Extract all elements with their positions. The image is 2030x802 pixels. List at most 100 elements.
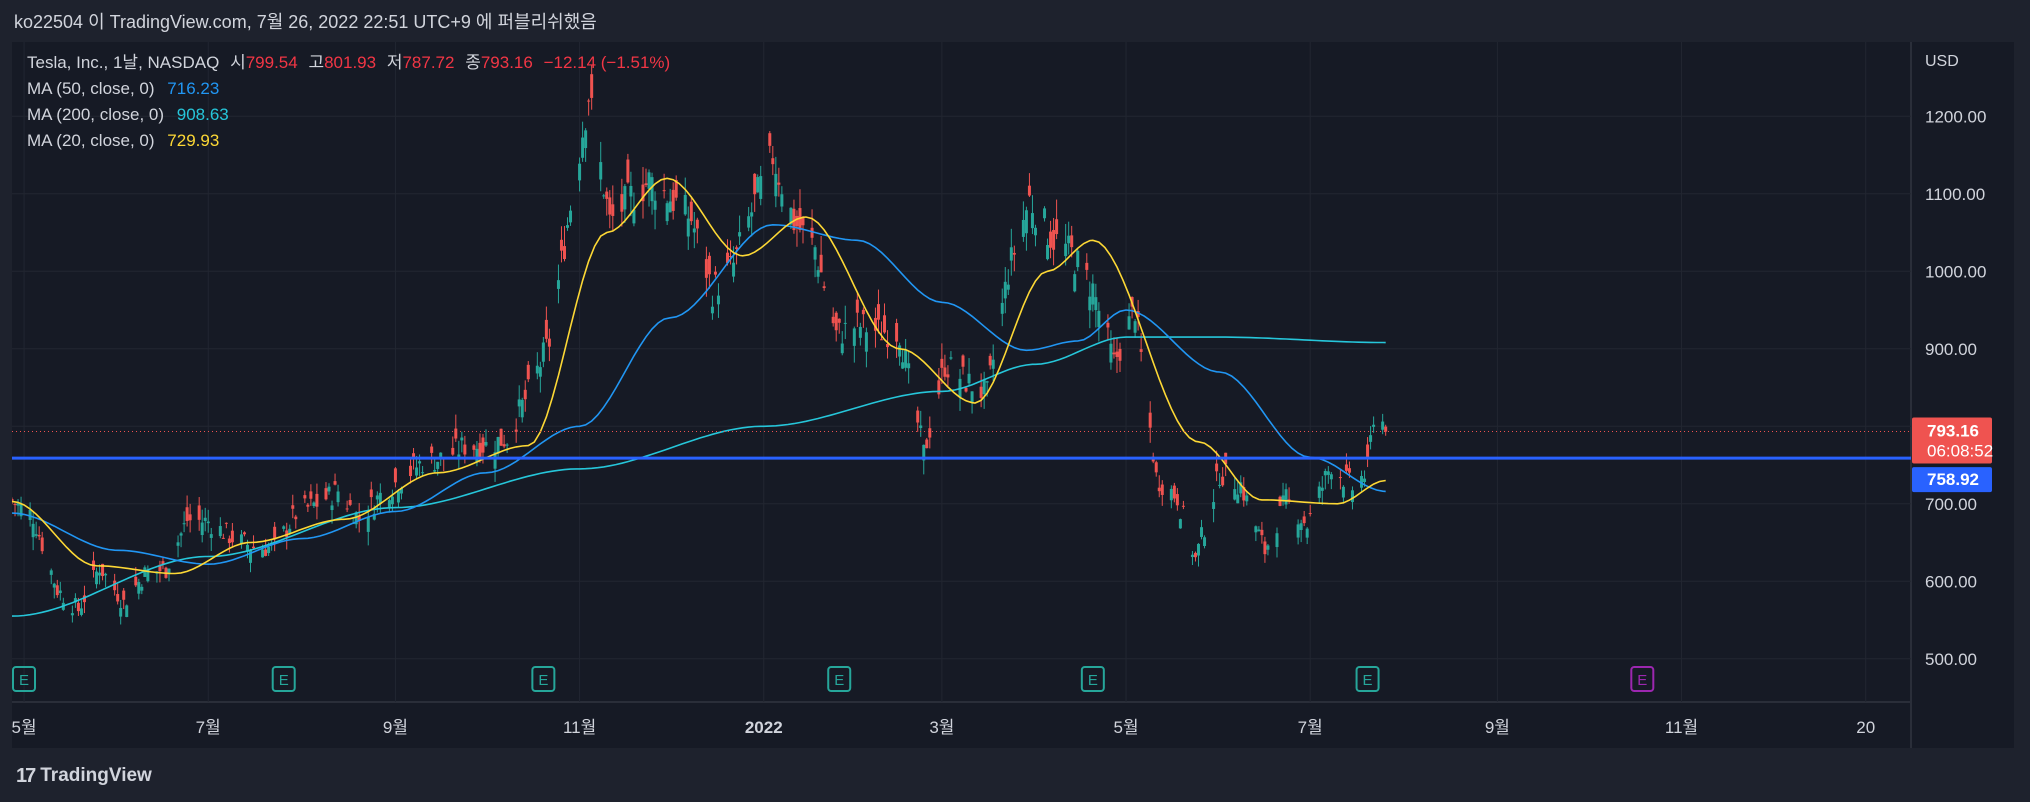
candle-body[interactable] [608, 197, 612, 215]
candle-body[interactable] [55, 585, 59, 596]
candle-body[interactable] [1360, 475, 1364, 488]
candle-body[interactable] [1094, 297, 1098, 311]
candle-body[interactable] [1344, 464, 1348, 471]
candle-body[interactable] [858, 326, 862, 338]
price-chart[interactable]: USD1200.001100.001000.00900.00800.00700.… [12, 42, 2014, 748]
candle-body[interactable] [569, 210, 573, 223]
candle-body[interactable] [1275, 533, 1279, 548]
candle-body[interactable] [1055, 219, 1059, 235]
candle-body[interactable] [16, 502, 20, 506]
candle-body[interactable] [451, 447, 455, 455]
candle-body[interactable] [200, 522, 204, 536]
candle-body[interactable] [1006, 284, 1010, 290]
candle-body[interactable] [650, 177, 654, 202]
candle-body[interactable] [732, 262, 736, 277]
candle-body[interactable] [1254, 526, 1258, 533]
candle-body[interactable] [1052, 229, 1056, 250]
candle-body[interactable] [58, 590, 62, 594]
candle-body[interactable] [324, 488, 328, 500]
candle-body[interactable] [101, 563, 105, 577]
candle-body[interactable] [140, 586, 144, 591]
candle-body[interactable] [387, 500, 391, 509]
candle-body[interactable] [970, 391, 974, 403]
candle-body[interactable] [19, 503, 23, 517]
candle-body[interactable] [538, 367, 542, 377]
candle-body[interactable] [1305, 528, 1309, 538]
candle-body[interactable] [653, 200, 657, 210]
candle-body[interactable] [1027, 185, 1031, 196]
candle-body[interactable] [840, 343, 844, 354]
candle-body[interactable] [674, 180, 678, 198]
candle-body[interactable] [1212, 502, 1216, 509]
candle-body[interactable] [523, 389, 527, 400]
candle-body[interactable] [873, 317, 877, 331]
candle-body[interactable] [496, 437, 500, 454]
candle-body[interactable] [602, 195, 606, 197]
candle-body[interactable] [375, 495, 379, 500]
candle-body[interactable] [904, 350, 908, 368]
candle-body[interactable] [98, 572, 102, 576]
candle-body[interactable] [683, 194, 687, 215]
candle-body[interactable] [855, 299, 859, 313]
earnings-marker-icon[interactable] [12, 666, 36, 692]
candle-body[interactable] [49, 570, 53, 575]
candle-body[interactable] [273, 526, 277, 540]
candle-body[interactable] [252, 546, 256, 549]
candle-body[interactable] [336, 491, 340, 503]
candle-body[interactable] [1323, 470, 1327, 476]
candle-body[interactable] [457, 454, 461, 459]
candle-body[interactable] [943, 367, 947, 377]
candle-body[interactable] [28, 509, 32, 521]
legend-ma20-row[interactable]: MA (20, close, 0) 729.93 [27, 128, 670, 154]
candle-body[interactable] [1076, 250, 1080, 268]
candle-body[interactable] [239, 534, 243, 544]
candle-body[interactable] [1287, 499, 1291, 501]
candle-body[interactable] [1000, 302, 1004, 314]
candle-body[interactable] [1067, 235, 1071, 244]
candle-body[interactable] [756, 177, 760, 193]
earnings-marker-icon[interactable] [827, 666, 852, 692]
candle-body[interactable] [454, 428, 458, 439]
candle-body[interactable] [1363, 478, 1367, 483]
candle-body[interactable] [937, 380, 941, 395]
candle-body[interactable] [502, 444, 506, 447]
candle-body[interactable] [876, 304, 880, 320]
candle-body[interactable] [249, 549, 253, 563]
candle-body[interactable] [925, 439, 929, 449]
candle-body[interactable] [831, 316, 835, 324]
candle-body[interactable] [354, 512, 358, 525]
candle-body[interactable] [1369, 435, 1373, 442]
candle-body[interactable] [1157, 487, 1161, 492]
candle-body[interactable] [76, 602, 80, 612]
candle-body[interactable] [985, 381, 989, 383]
candle-body[interactable] [861, 309, 865, 315]
candle-body[interactable] [623, 186, 627, 210]
candle-body[interactable] [1317, 486, 1321, 498]
candle-body[interactable] [1284, 489, 1288, 505]
candle-body[interactable] [12, 499, 14, 501]
candle-body[interactable] [493, 452, 497, 469]
candle-body[interactable] [834, 312, 838, 331]
earnings-marker-icon[interactable] [271, 666, 296, 692]
candle-body[interactable] [774, 173, 778, 197]
candle-body[interactable] [883, 315, 887, 333]
candle-body[interactable] [1196, 543, 1200, 556]
candle-body[interactable] [285, 530, 289, 537]
candle-body[interactable] [282, 526, 286, 529]
candle-body[interactable] [982, 379, 986, 395]
candle-body[interactable] [31, 523, 35, 538]
candle-body[interactable] [581, 137, 585, 158]
candle-body[interactable] [261, 549, 265, 558]
candle-body[interactable] [662, 190, 666, 192]
candle-body[interactable] [1106, 322, 1110, 328]
candle-body[interactable] [82, 595, 86, 603]
candle-body[interactable] [686, 218, 690, 237]
candle-body[interactable] [206, 521, 210, 524]
candle-body[interactable] [1154, 462, 1158, 473]
candle-body[interactable] [1181, 505, 1185, 507]
candle-body[interactable] [499, 428, 503, 446]
candle-body[interactable] [671, 189, 675, 211]
candle-body[interactable] [1169, 488, 1173, 501]
candle-body[interactable] [122, 590, 126, 600]
candle-body[interactable] [104, 573, 108, 576]
